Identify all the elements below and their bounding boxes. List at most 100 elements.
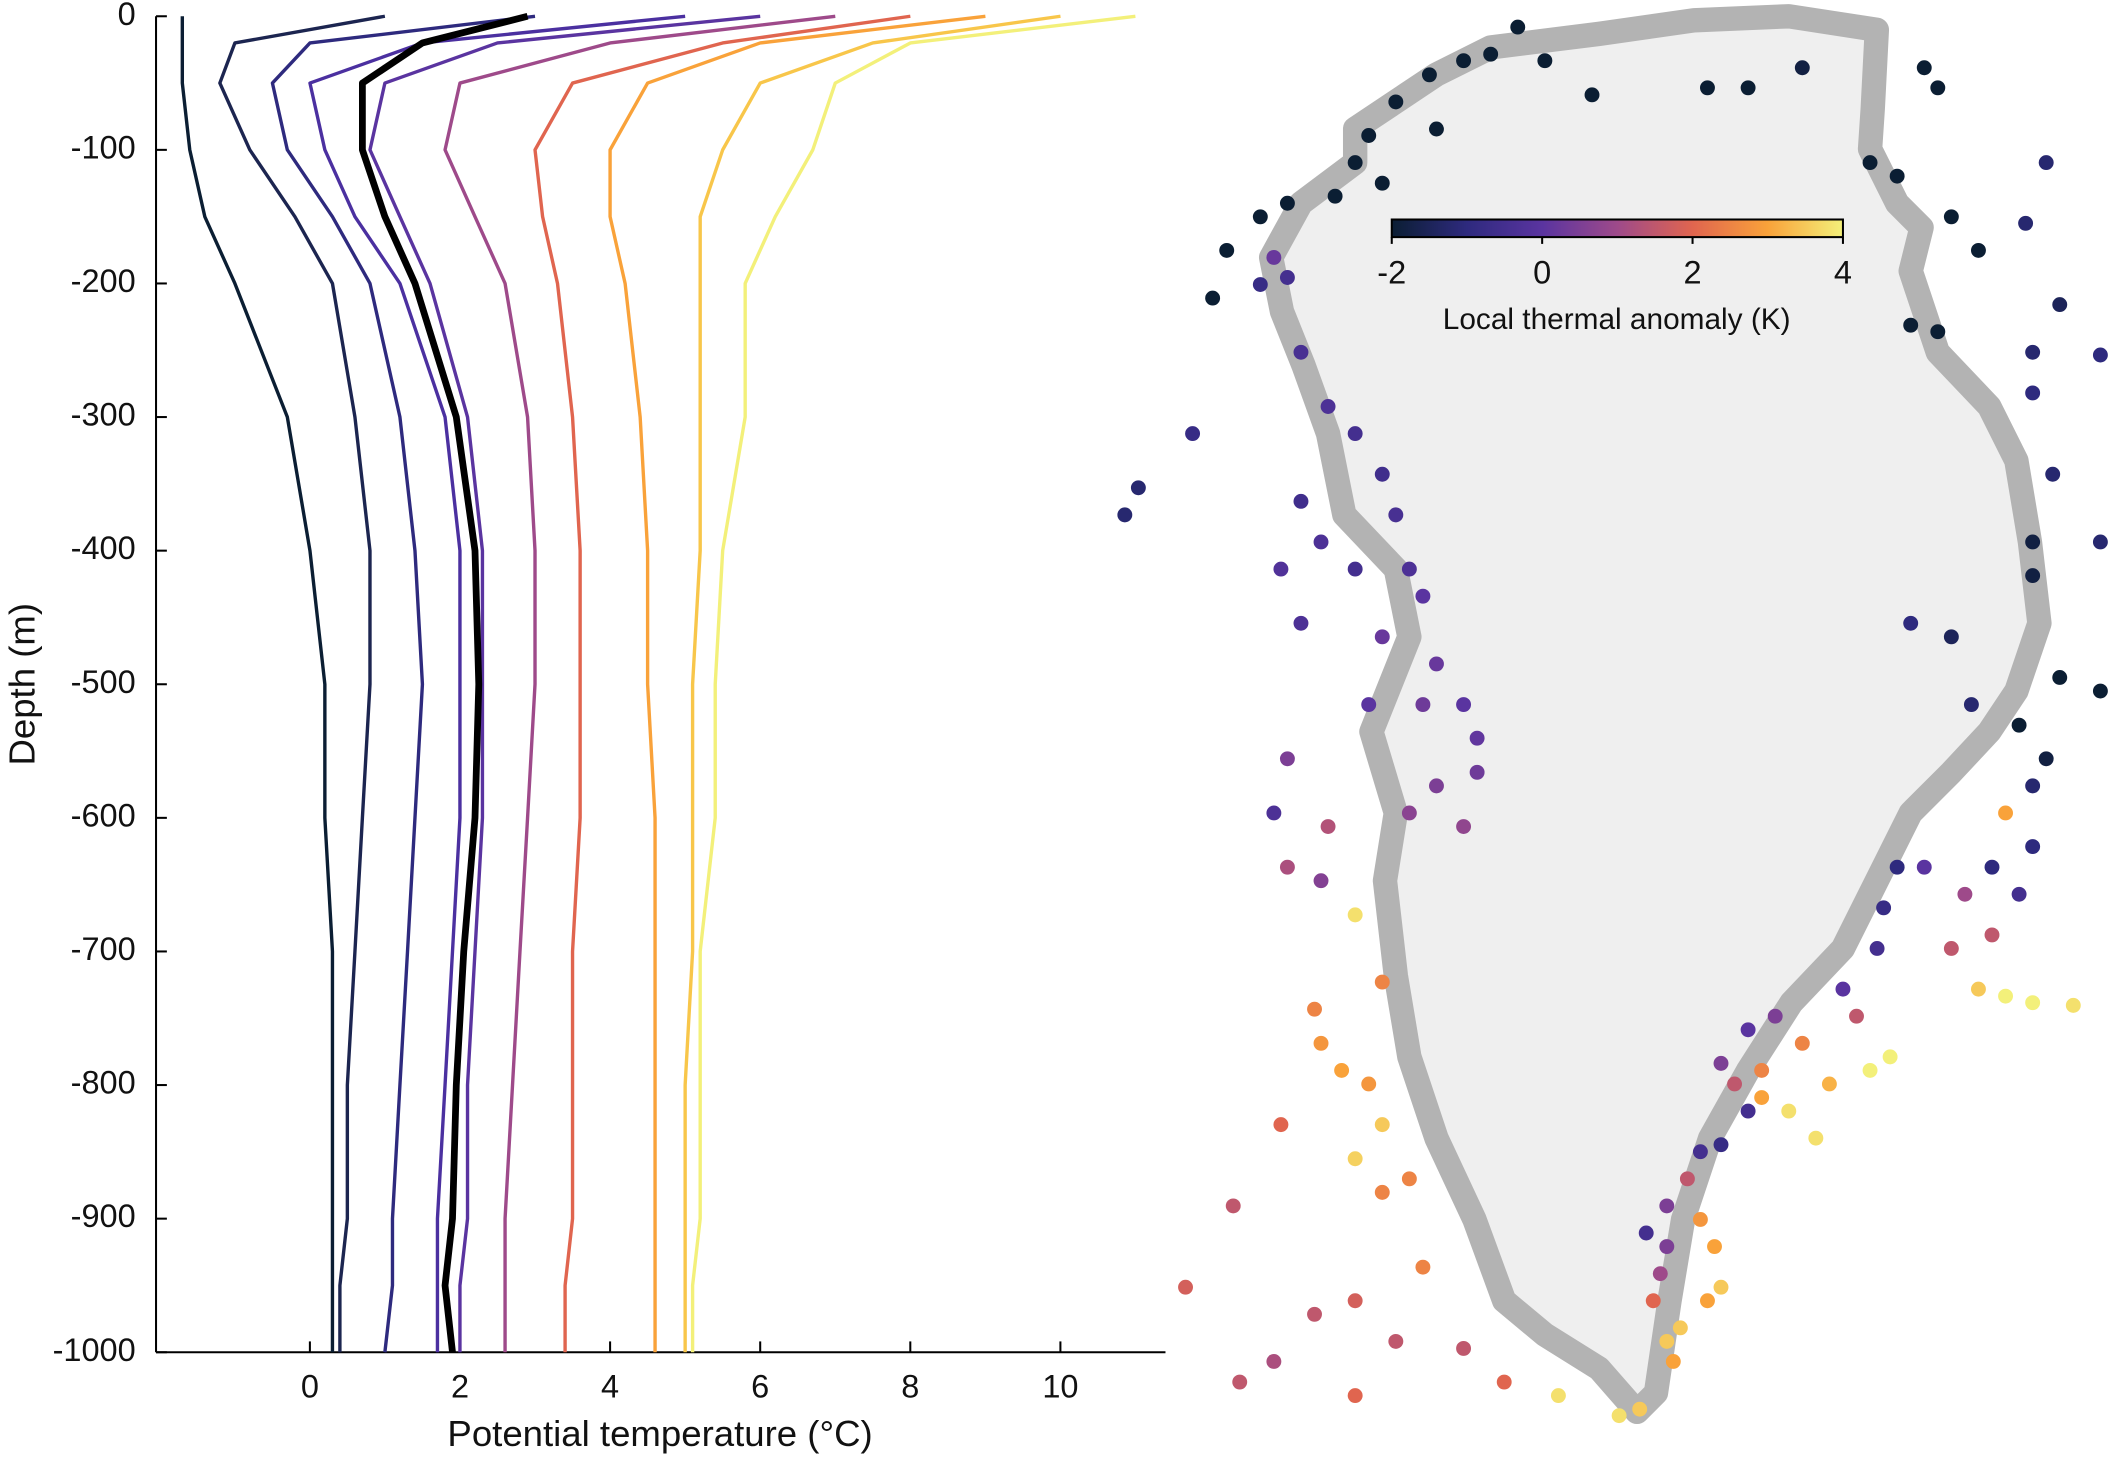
station-point bbox=[1998, 805, 2014, 821]
station-point bbox=[1889, 859, 1905, 875]
station-point bbox=[1679, 1171, 1695, 1187]
station-point bbox=[2025, 778, 2041, 794]
station-point bbox=[1781, 1103, 1797, 1119]
station-point bbox=[1279, 195, 1295, 211]
station-point bbox=[1117, 507, 1133, 523]
station-point bbox=[1456, 697, 1472, 713]
station-point bbox=[1205, 290, 1221, 306]
station-point bbox=[1821, 1076, 1837, 1092]
profile bbox=[180, 16, 335, 1353]
y-tick-label: -1000 bbox=[53, 1332, 136, 1368]
station-point bbox=[1970, 242, 1986, 258]
station-point bbox=[1327, 188, 1343, 204]
station-point bbox=[2025, 534, 2041, 550]
station-point bbox=[2045, 466, 2061, 482]
station-point bbox=[1469, 730, 1485, 746]
station-point bbox=[1347, 907, 1363, 923]
station-point bbox=[1903, 615, 1919, 631]
station-point bbox=[1347, 1388, 1363, 1404]
x-tick-label: 6 bbox=[751, 1368, 769, 1404]
station-point bbox=[1659, 1239, 1675, 1255]
station-point bbox=[1957, 886, 1973, 902]
station-point bbox=[1692, 1144, 1708, 1160]
y-tick-label: -600 bbox=[71, 797, 136, 833]
y-tick-label: -400 bbox=[71, 530, 136, 566]
station-point bbox=[1727, 1076, 1743, 1092]
x-tick-label: 0 bbox=[301, 1368, 319, 1404]
y-axis-label: Depth (m) bbox=[1, 603, 42, 766]
mean-profile bbox=[359, 12, 529, 1353]
station-point bbox=[1347, 561, 1363, 577]
station-point bbox=[1984, 927, 2000, 943]
station-point bbox=[2092, 683, 2108, 699]
station-point bbox=[1496, 1374, 1512, 1390]
station-point bbox=[1700, 1293, 1715, 1309]
station-point bbox=[1361, 1076, 1377, 1092]
station-point bbox=[1388, 94, 1404, 110]
station-point bbox=[1273, 1117, 1289, 1133]
station-point bbox=[2018, 215, 2034, 231]
station-point bbox=[1361, 697, 1377, 713]
station-point bbox=[1178, 1279, 1193, 1295]
station-point bbox=[1388, 507, 1404, 523]
station-point bbox=[1347, 1293, 1363, 1309]
station-point bbox=[1794, 60, 1810, 76]
station-point bbox=[1638, 1225, 1654, 1241]
station-point bbox=[1374, 466, 1390, 482]
station-point bbox=[1347, 426, 1363, 442]
station-point bbox=[1652, 1266, 1668, 1282]
station-point bbox=[1185, 426, 1201, 442]
station-point bbox=[2025, 344, 2041, 360]
profile bbox=[608, 14, 986, 1353]
x-tick-label: 10 bbox=[1042, 1368, 1078, 1404]
station-point bbox=[1584, 87, 1600, 103]
y-tick-label: -500 bbox=[71, 664, 136, 700]
colorbar-tick-label: 4 bbox=[1834, 255, 1852, 291]
station-point bbox=[1916, 60, 1932, 76]
y-tick-label: -300 bbox=[71, 397, 136, 433]
x-tick-label: 8 bbox=[901, 1368, 919, 1404]
station-point bbox=[1707, 1239, 1722, 1255]
station-point bbox=[2092, 534, 2108, 550]
colorbar-tick-label: 0 bbox=[1533, 255, 1551, 291]
station-point bbox=[1700, 80, 1715, 96]
station-point bbox=[1943, 629, 1959, 645]
station-point bbox=[1313, 1035, 1329, 1051]
station-point bbox=[1313, 534, 1329, 550]
station-point bbox=[1862, 155, 1878, 171]
station-point bbox=[1672, 1320, 1688, 1336]
station-point bbox=[1998, 988, 2014, 1004]
station-point bbox=[2092, 347, 2108, 363]
profile bbox=[270, 14, 536, 1353]
profile bbox=[443, 14, 836, 1353]
profile bbox=[533, 14, 911, 1353]
station-point bbox=[1279, 751, 1295, 767]
station-point bbox=[1930, 80, 1946, 96]
station-point bbox=[1232, 1374, 1248, 1390]
x-tick-label: 4 bbox=[601, 1368, 619, 1404]
station-point bbox=[1273, 561, 1289, 577]
station-point bbox=[1415, 588, 1431, 604]
station-point bbox=[2038, 751, 2054, 767]
colorbar-tick-label: 2 bbox=[1684, 255, 1702, 291]
station-point bbox=[1361, 128, 1377, 143]
station-point bbox=[2011, 886, 2027, 902]
station-point bbox=[1984, 859, 2000, 875]
station-point bbox=[1293, 615, 1309, 631]
station-point bbox=[1421, 67, 1437, 83]
station-point bbox=[2025, 568, 2041, 584]
station-point bbox=[1754, 1090, 1770, 1105]
y-tick-label: -900 bbox=[71, 1198, 136, 1234]
station-point bbox=[1313, 873, 1329, 889]
station-point bbox=[1429, 656, 1444, 672]
station-point bbox=[1876, 900, 1892, 916]
profile bbox=[683, 14, 1061, 1353]
station-point bbox=[1645, 1293, 1661, 1309]
station-point bbox=[1889, 168, 1905, 184]
profile bbox=[218, 14, 386, 1353]
station-point bbox=[1307, 1306, 1322, 1322]
station-point bbox=[1252, 277, 1268, 292]
colorbar bbox=[1390, 218, 1844, 239]
station-point bbox=[2025, 839, 2041, 855]
